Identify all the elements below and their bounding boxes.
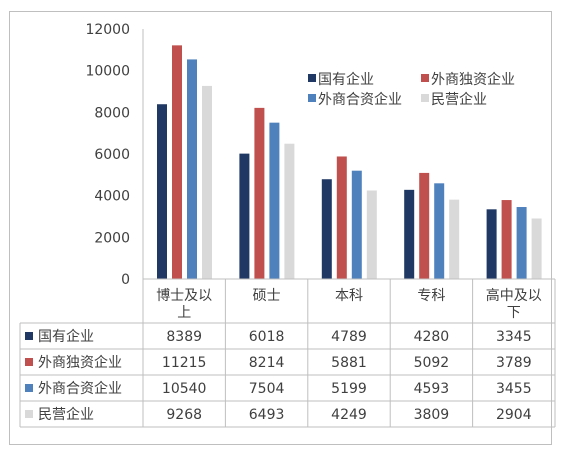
table-cell: 3809	[414, 407, 450, 423]
category-label: 博士及以上	[156, 287, 212, 321]
table-cell: 3789	[496, 355, 532, 371]
bar	[516, 207, 527, 279]
y-tick-label: 8000	[94, 105, 130, 121]
bars-layer	[157, 45, 542, 280]
bar	[404, 189, 415, 279]
bar	[351, 170, 362, 279]
bar	[269, 122, 280, 280]
legend-swatch	[308, 94, 316, 102]
bar	[434, 183, 445, 279]
bar	[366, 190, 377, 279]
row-header: 国有企业	[38, 328, 94, 345]
bar	[254, 107, 265, 279]
legend-swatch	[308, 74, 316, 82]
category-label: 本科	[335, 288, 363, 304]
bar	[284, 143, 295, 279]
chart-frame	[9, 11, 552, 445]
category-label: 高中及以下	[486, 287, 542, 321]
row-header: 民营企业	[38, 406, 94, 423]
bar	[336, 156, 347, 279]
row-legend-key	[25, 358, 33, 366]
y-tick-label: 0	[121, 272, 130, 288]
table-cell: 5092	[414, 355, 450, 371]
table-cell: 2904	[496, 407, 532, 423]
table-cell: 11215	[162, 355, 207, 371]
category-label: 专科	[417, 288, 445, 304]
table-cell: 3345	[496, 329, 532, 345]
bar	[531, 218, 542, 279]
category-label: 硕士	[253, 288, 281, 304]
bar	[486, 209, 497, 279]
bar	[239, 153, 250, 279]
table-cell: 4593	[414, 381, 450, 397]
y-tick-label: 6000	[94, 147, 130, 163]
legend-entry: 外商合资企业	[318, 91, 402, 108]
y-tick-label: 2000	[94, 230, 130, 246]
table-cell: 4280	[414, 329, 450, 345]
table-cell: 8214	[249, 355, 285, 371]
y-tick-label: 4000	[94, 189, 130, 205]
legend-entry: 国有企业	[318, 71, 374, 88]
row-legend-key	[25, 332, 33, 340]
table-cell: 6493	[249, 407, 285, 423]
legend-swatch	[421, 94, 429, 102]
bar	[187, 59, 197, 279]
legend-entry: 民营企业	[431, 91, 487, 108]
row-header: 外商合资企业	[38, 380, 122, 397]
bar	[449, 199, 460, 279]
table-cell: 10540	[162, 381, 207, 397]
bar	[172, 45, 182, 279]
table-cell: 6018	[249, 329, 285, 345]
bar	[501, 200, 512, 279]
row-legend-key	[25, 410, 33, 418]
table-cell: 9268	[166, 407, 202, 423]
table-cell: 4249	[331, 407, 367, 423]
table-cell: 7504	[249, 381, 285, 397]
table-cell: 5199	[331, 381, 367, 397]
axis-layer: 12000 10000 8000 6000 4000 2000 0	[85, 22, 130, 288]
legend-swatch	[421, 74, 429, 82]
bar	[202, 85, 212, 280]
row-legend-key	[25, 384, 33, 392]
bar	[157, 104, 167, 280]
table-cell: 3455	[496, 381, 532, 397]
bar	[321, 179, 332, 279]
y-tick-label: 12000	[85, 22, 130, 38]
row-header: 外商独资企业	[38, 354, 122, 371]
bar	[419, 172, 430, 279]
table-cell: 5881	[331, 355, 367, 371]
legend-entry: 外商独资企业	[431, 71, 515, 88]
table-cell: 8389	[166, 329, 202, 345]
y-tick-label: 10000	[85, 64, 130, 80]
table-cell: 4789	[331, 329, 367, 345]
